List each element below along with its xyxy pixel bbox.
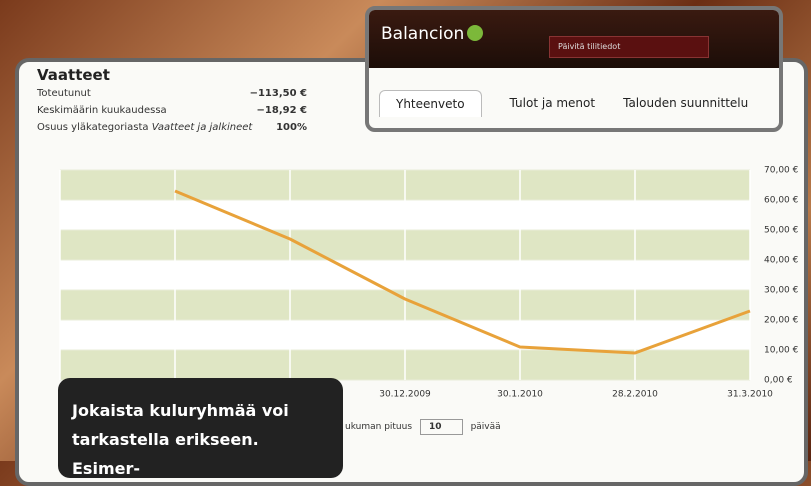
period-select[interactable]: 10 (420, 419, 463, 435)
tab[interactable]: Talouden suunnittelu (623, 96, 748, 117)
logo[interactable]: Balancion (381, 24, 483, 44)
value: −113,50 € (250, 88, 307, 99)
logo-icon (467, 25, 483, 41)
row: Keskimäärin kuukaudessa−18,92 € (37, 105, 307, 116)
x-tick-label: 28.2.2010 (612, 390, 658, 400)
row: Toteutunut−113,50 € (37, 88, 307, 99)
tab[interactable]: Yhteenveto (379, 90, 482, 117)
caption-line: tarkastella erikseen. Esimer- (72, 425, 329, 483)
value: 100% (276, 122, 307, 133)
y-tick-label: 10,00 € (764, 346, 799, 356)
label: Toteutunut (37, 88, 250, 99)
tabs: Yhteenveto Tulot ja menot Talouden suunn… (369, 68, 779, 117)
y-tick-label: 70,00 € (764, 166, 799, 176)
summary: Vaatteet Toteutunut−113,50 € Keskimäärin… (37, 66, 307, 139)
unit: päivää (471, 422, 501, 432)
x-tick-label: 31.3.2010 (727, 390, 773, 400)
row: Osuus yläkategoriasta Vaatteet ja jalkin… (37, 122, 307, 133)
caption-line: Jokaista kuluryhmää voi (72, 396, 329, 425)
x-tick-label: 30.1.2010 (497, 390, 543, 400)
header: Balancion Päivitä tilitiedot Yhteenveto … (365, 6, 783, 132)
page: 0,00 € 10,00 € 20,00 € 30,00 € 40,00 € 50,00 … (0, 0, 811, 461)
logo-text: Balancion (381, 24, 464, 44)
x-tick-label: 30.12.2009 (379, 390, 431, 400)
caption: Jokaista kuluryhmää voi tarkastella erik… (58, 378, 343, 478)
y-tick-label: 0,00 € (764, 376, 793, 386)
label: Keskimäärin kuukaudessa (37, 105, 257, 116)
label-em: Vaatteet ja jalkineet (152, 122, 253, 133)
y-tick-label: 20,00 € (764, 316, 799, 326)
summary-title: Vaatteet (37, 66, 307, 84)
y-tick-label: 50,00 € (764, 226, 799, 236)
y-tick-label: 60,00 € (764, 196, 799, 206)
value: −18,92 € (257, 105, 307, 116)
label: Osuus yläkategoriasta Vaatteet ja jalkin… (37, 122, 276, 133)
label-text: Osuus yläkategoriasta (37, 122, 149, 133)
top-bar: Balancion Päivitä tilitiedot (369, 10, 779, 68)
period-label: ukuman pituus (345, 422, 412, 432)
refresh-select[interactable]: Päivitä tilitiedot (549, 36, 709, 58)
controls: ukuman pituus 10 päivää (345, 419, 501, 435)
y-tick-label: 30,00 € (764, 286, 799, 296)
tab[interactable]: Tulot ja menot (510, 96, 596, 117)
y-tick-label: 40,00 € (764, 256, 799, 266)
